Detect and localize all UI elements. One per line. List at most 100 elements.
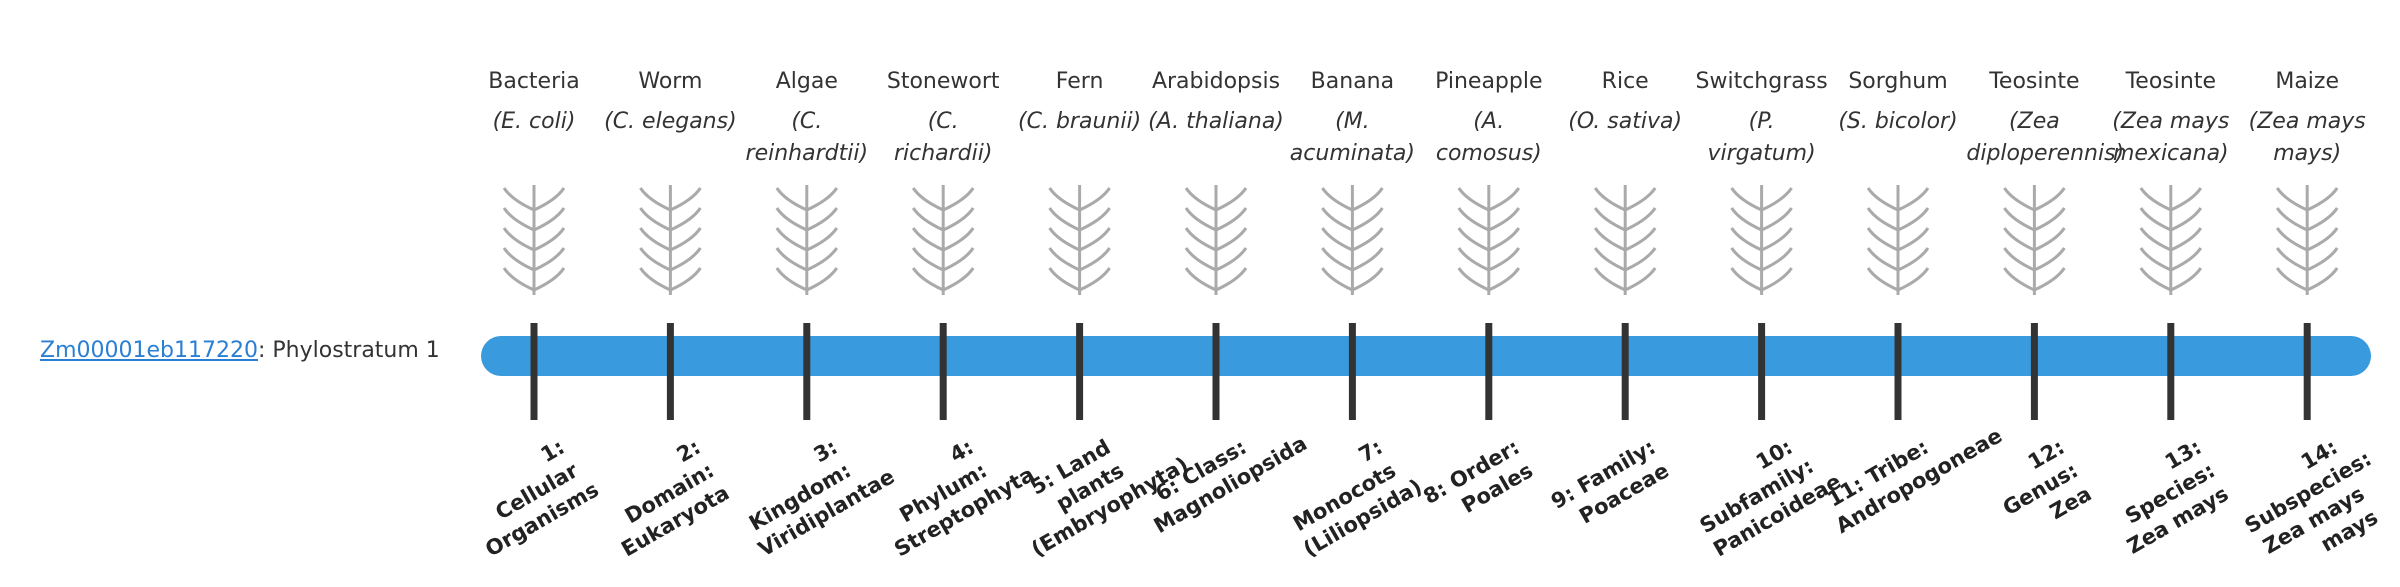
leaf [1078, 187, 1111, 212]
leaf [1321, 247, 1354, 272]
leaf [1593, 207, 1626, 232]
leaf [1351, 267, 1384, 292]
leaf [942, 247, 975, 272]
leaf [806, 267, 839, 292]
leaf [2275, 227, 2308, 252]
leaf [2275, 187, 2308, 212]
leaf [639, 267, 672, 292]
leaf [2003, 247, 2036, 272]
gene-label: Zm00001eb117220: Phylostratum 1 [40, 338, 440, 363]
leaf [775, 247, 808, 272]
leaf [1351, 207, 1384, 232]
leaf [2033, 267, 2066, 292]
leaf [911, 247, 944, 272]
leaf [1351, 247, 1384, 272]
leaf [1593, 247, 1626, 272]
leaf [1078, 267, 1111, 292]
leaf [2003, 267, 2036, 292]
organism-common-name: Maize [2275, 69, 2340, 94]
organism-image [2139, 185, 2203, 295]
organism-image [1321, 185, 1384, 295]
organism-scientific-name: (A. thaliana) [1148, 109, 1284, 134]
leaf [1897, 187, 1930, 212]
leaf [533, 207, 566, 232]
leaf [669, 267, 702, 292]
leaf [502, 267, 535, 292]
leaf [1624, 207, 1657, 232]
organism-common-name: Stonewort [886, 69, 1000, 94]
leaf [1351, 187, 1384, 212]
leaf [2139, 207, 2172, 232]
leaf [1215, 227, 1248, 252]
leaf [1897, 267, 1930, 292]
organism-image [502, 185, 566, 295]
leaf [775, 227, 808, 252]
organism-common-name: Bacteria [488, 69, 580, 94]
leaf [1866, 227, 1899, 252]
leaf [806, 227, 839, 252]
leaf [2003, 227, 2036, 252]
leaf [639, 227, 672, 252]
leaf [942, 267, 975, 292]
leaf [2170, 187, 2203, 212]
leaf [1078, 207, 1111, 232]
leaf [1048, 207, 1081, 232]
leaf [1760, 227, 1793, 252]
organism-scientific-name: (C. elegans) [604, 109, 737, 134]
leaf [2306, 227, 2339, 252]
organism-image [1048, 185, 1111, 295]
leaf [2170, 247, 2203, 272]
organism-image [2275, 185, 2339, 295]
organism-common-name: Switchgrass [1695, 69, 1828, 94]
leaf [1866, 267, 1899, 292]
organism-image [1184, 185, 1248, 295]
leaf [669, 247, 702, 272]
organism-image [639, 185, 702, 295]
leaf [942, 207, 975, 232]
leaf [2033, 247, 2066, 272]
leaf [639, 247, 672, 272]
organism-scientific-name: (M. acuminata) [1289, 109, 1415, 166]
organism-image [1866, 185, 1930, 295]
leaf [1215, 187, 1248, 212]
leaf [669, 207, 702, 232]
leaf [2003, 187, 2036, 212]
leaf [1321, 207, 1354, 232]
leaf [1457, 187, 1490, 212]
timeline-bar [481, 336, 2371, 376]
leaf [1624, 187, 1657, 212]
leaf [942, 227, 975, 252]
organism-scientific-name: (A. comosus) [1435, 109, 1542, 166]
organism-scientific-name: (Zea mays mays) [2248, 109, 2366, 166]
leaf [1488, 247, 1521, 272]
organism-scientific-name: (P. virgatum) [1707, 109, 1816, 166]
leaf [1760, 267, 1793, 292]
leaf [2033, 187, 2066, 212]
leaf [1457, 247, 1490, 272]
leaf [2170, 207, 2203, 232]
leaf [806, 247, 839, 272]
leaf [533, 247, 566, 272]
leaf [1321, 227, 1354, 252]
gene-link[interactable]: Zm00001eb117220 [40, 338, 258, 363]
leaf [1488, 227, 1521, 252]
leaf [1184, 247, 1217, 272]
leaf [2139, 267, 2172, 292]
leaf [1593, 187, 1626, 212]
leaf [2139, 227, 2172, 252]
organism-image [1730, 185, 1793, 295]
organism-scientific-name: (E. coli) [492, 109, 576, 134]
leaf [1321, 267, 1354, 292]
leaf [806, 207, 839, 232]
organism-scientific-name: (C. richardii) [893, 109, 993, 166]
organism-image [1593, 185, 1657, 295]
organism-common-name: Fern [1055, 69, 1104, 94]
organism-common-name: Arabidopsis [1151, 69, 1281, 94]
leaf [1215, 267, 1248, 292]
leaf [2170, 227, 2203, 252]
leaf [502, 227, 535, 252]
leaf [1866, 207, 1899, 232]
organism-scientific-name: (C. braunii) [1018, 109, 1142, 134]
leaf [1730, 207, 1763, 232]
